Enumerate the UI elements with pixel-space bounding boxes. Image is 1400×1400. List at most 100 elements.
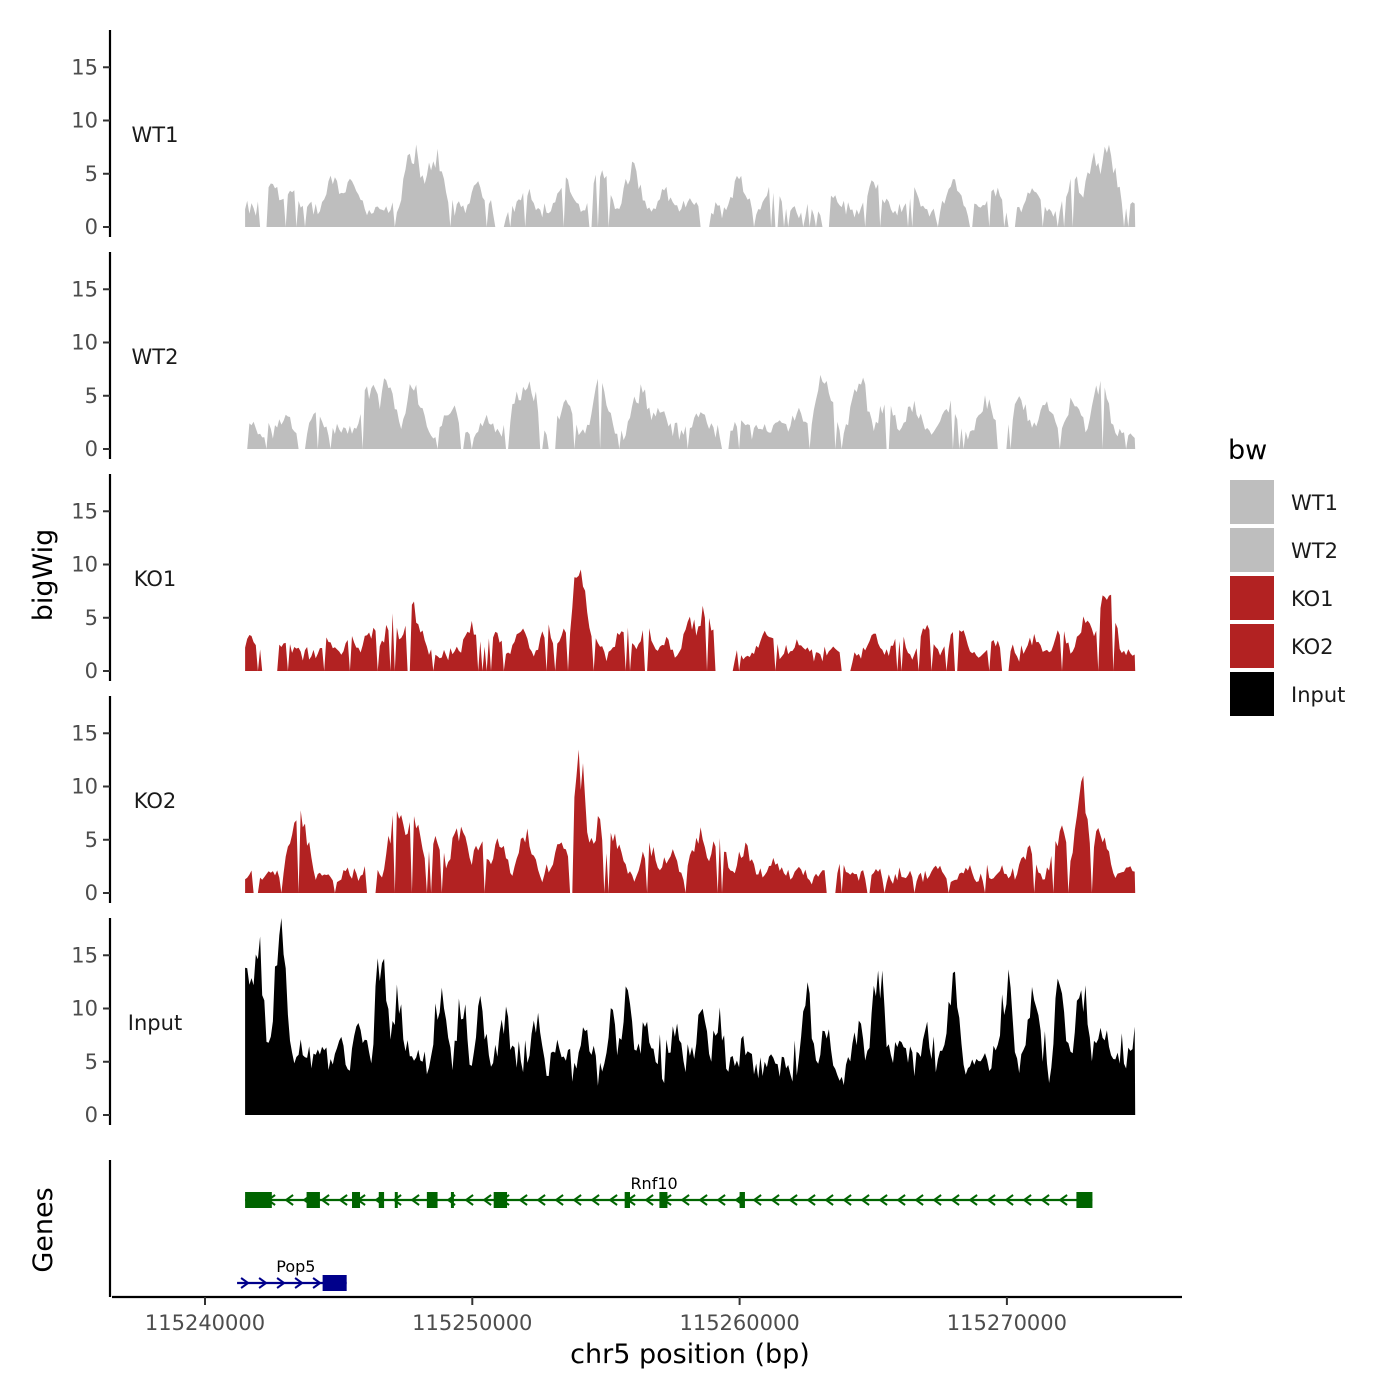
legend-item-ko1: KO1 [1230, 576, 1334, 620]
y-tick-label: 5 [85, 606, 98, 630]
y-axis-title: bigWig [28, 529, 59, 622]
y-tick-label: 5 [85, 828, 98, 852]
legend-label: KO1 [1291, 587, 1334, 611]
legend-swatch [1230, 528, 1274, 572]
track-label: KO2 [134, 789, 177, 813]
strand-arrow [680, 1194, 690, 1206]
strand-arrow [312, 1277, 322, 1289]
exon [352, 1192, 361, 1208]
strand-arrow [482, 1194, 492, 1206]
strand-arrow [320, 1194, 330, 1206]
legend-item-wt2: WT2 [1230, 528, 1338, 572]
track-wt2: 0 5 10 15 WT2 [71, 252, 1136, 461]
exon [426, 1192, 438, 1208]
track-ko2: 0 5 10 15 KO2 [71, 696, 1136, 905]
y-tick-label: 10 [71, 997, 98, 1021]
y-tick-label: 15 [71, 55, 98, 79]
track-ko1: 0 5 10 15 KO1 [71, 474, 1136, 683]
genes-axis-title: Genes [28, 1187, 59, 1272]
x-tick-label: 115250000 [412, 1311, 532, 1335]
y-tick-label: 10 [71, 553, 98, 577]
exon [493, 1192, 508, 1208]
strand-arrow [1040, 1194, 1050, 1206]
exon [322, 1275, 347, 1291]
y-tick-label: 0 [85, 437, 98, 461]
legend-label: WT1 [1291, 491, 1338, 515]
gene-rnf10: Rnf10 [245, 1174, 1093, 1208]
strand-arrow [968, 1194, 978, 1206]
strand-arrow [590, 1194, 600, 1206]
legend-swatch [1230, 672, 1274, 716]
strand-arrow [392, 1194, 402, 1206]
strand-arrow [824, 1194, 834, 1206]
legend-label: WT2 [1291, 539, 1338, 563]
strand-arrow [294, 1277, 304, 1289]
strand-arrow [950, 1194, 960, 1206]
legend: bw WT1 WT2 KO1 KO2 Input [1228, 435, 1345, 716]
y-tick-label: 15 [71, 943, 98, 967]
legend-item-ko2: KO2 [1230, 624, 1334, 668]
legend-swatch [1230, 480, 1274, 524]
coverage-area-input [245, 918, 1136, 1115]
strand-arrow [608, 1194, 618, 1206]
strand-arrow [914, 1194, 924, 1206]
y-tick-label: 10 [71, 109, 98, 133]
y-tick-label: 5 [85, 162, 98, 186]
strand-arrow [932, 1194, 942, 1206]
strand-arrow [572, 1194, 582, 1206]
y-tick-label: 0 [85, 215, 98, 239]
exon [450, 1192, 454, 1208]
y-tick-label: 0 [85, 659, 98, 683]
strand-arrow [878, 1194, 888, 1206]
strand-arrow [716, 1194, 726, 1206]
strand-arrow [284, 1194, 294, 1206]
strand-arrow [410, 1194, 420, 1206]
strand-arrow [464, 1194, 474, 1206]
exon [245, 1192, 272, 1208]
strand-arrow [860, 1194, 870, 1206]
strand-arrow [1058, 1194, 1068, 1206]
track-label: WT1 [132, 123, 179, 147]
coverage-area-wt2 [245, 374, 1136, 449]
strand-arrow [842, 1194, 852, 1206]
y-tick-label: 5 [85, 1050, 98, 1074]
track-label: Input [128, 1011, 182, 1035]
x-tick-label: 115260000 [679, 1311, 799, 1335]
legend-item-wt1: WT1 [1230, 480, 1338, 524]
y-tick-label: 15 [71, 499, 98, 523]
strand-arrow [276, 1277, 286, 1289]
exon [739, 1192, 745, 1208]
strand-arrow [788, 1194, 798, 1206]
exon [1076, 1192, 1093, 1208]
gene-pop5: Pop5 [237, 1257, 347, 1291]
y-tick-label: 15 [71, 721, 98, 745]
genes-panel: Rnf10 Pop5 [108, 1160, 1093, 1297]
legend-label: Input [1291, 683, 1345, 707]
strand-arrow [698, 1194, 708, 1206]
gene-label: Rnf10 [630, 1174, 677, 1193]
x-tick-label: 115240000 [145, 1311, 265, 1335]
strand-arrow [518, 1194, 528, 1206]
strand-arrow [986, 1194, 996, 1206]
y-tick-label: 0 [85, 1103, 98, 1127]
strand-arrow [644, 1194, 654, 1206]
gene-label: Pop5 [276, 1257, 315, 1276]
x-axis-title: chr5 position (bp) [570, 1339, 810, 1370]
track-label: WT2 [132, 345, 179, 369]
y-tick-label: 10 [71, 775, 98, 799]
track-label: KO1 [134, 567, 177, 591]
exon [659, 1192, 668, 1208]
strand-arrow [770, 1194, 780, 1206]
legend-item-input: Input [1230, 672, 1345, 716]
track-panels: 0 5 10 15 WT1 0 5 10 15 WT2 0 5 10 15 KO1 0 5 10 15 KO2 0 5 10… [71, 30, 1136, 1127]
strand-arrow [338, 1194, 348, 1206]
x-tick-label: 115270000 [947, 1311, 1067, 1335]
strand-arrow [806, 1194, 816, 1206]
track-input: 0 5 10 15 Input [71, 918, 1136, 1127]
legend-title: bw [1228, 435, 1267, 466]
y-tick-label: 15 [71, 277, 98, 301]
exon [378, 1192, 385, 1208]
strand-arrow [1004, 1194, 1014, 1206]
legend-swatch [1230, 624, 1274, 668]
